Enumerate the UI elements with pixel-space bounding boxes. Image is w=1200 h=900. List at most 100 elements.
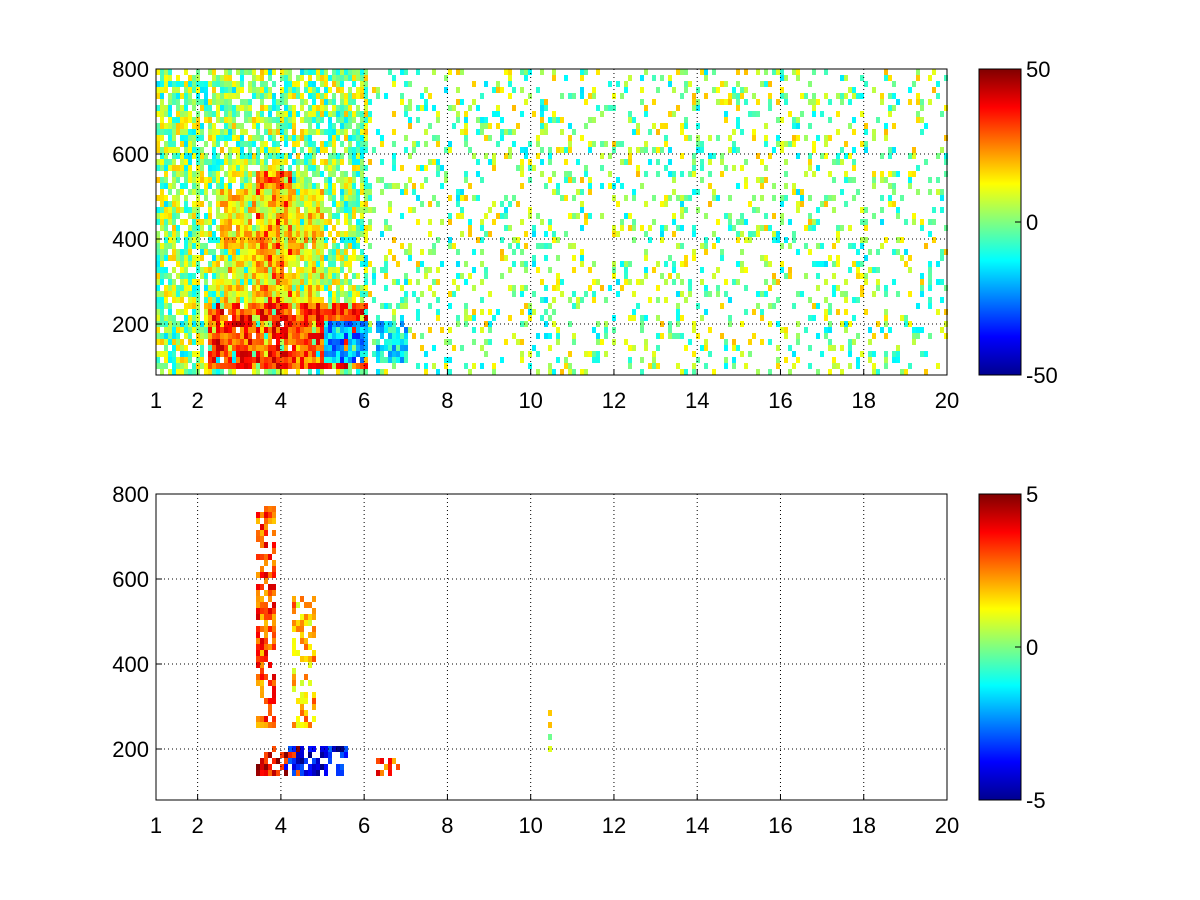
- top-heatmap-cell: [580, 177, 584, 183]
- top-heatmap-cell: [204, 291, 208, 297]
- top-heatmap-cell: [160, 123, 164, 129]
- top-heatmap-cell: [428, 249, 432, 255]
- top-heatmap-cell: [548, 243, 552, 249]
- top-heatmap-cell: [776, 237, 780, 243]
- top-heatmap-cell: [232, 129, 236, 135]
- top-heatmap-cell: [552, 237, 556, 243]
- top-heatmap-cell: [520, 183, 524, 189]
- top-heatmap-cell: [624, 87, 628, 93]
- top-heatmap-cell: [600, 285, 604, 291]
- top-heatmap-cell: [184, 153, 188, 159]
- top-heatmap-cell: [280, 339, 284, 345]
- top-heatmap-cell: [420, 165, 424, 171]
- top-heatmap-cell: [200, 201, 204, 207]
- top-heatmap-cell: [340, 267, 344, 273]
- top-heatmap-cell: [644, 255, 648, 261]
- top-heatmap-cell: [900, 195, 904, 201]
- top-heatmap-cell: [248, 339, 252, 345]
- top-heatmap-cell: [164, 303, 168, 309]
- top-heatmap-cell: [188, 165, 192, 171]
- top-heatmap-cell: [276, 129, 280, 135]
- top-heatmap-cell: [480, 327, 484, 333]
- top-heatmap-cell: [632, 315, 636, 321]
- top-heatmap-cell: [200, 165, 204, 171]
- top-heatmap-cell: [336, 249, 340, 255]
- top-heatmap-cell: [436, 171, 440, 177]
- top-heatmap-cell: [792, 117, 796, 123]
- top-heatmap-cell: [656, 285, 660, 291]
- top-heatmap-cell: [260, 279, 264, 285]
- top-heatmap-cell: [752, 111, 756, 117]
- top-heatmap-cell: [312, 219, 316, 225]
- top-heatmap-cell: [480, 249, 484, 255]
- top-heatmap-cell: [288, 291, 292, 297]
- top-heatmap-cell: [308, 177, 312, 183]
- top-heatmap-cell: [260, 69, 264, 75]
- top-heatmap-cell: [816, 99, 820, 105]
- top-heatmap-cell: [216, 111, 220, 117]
- top-heatmap-cell: [400, 339, 404, 345]
- top-heatmap-cell: [248, 351, 252, 357]
- top-heatmap-cell: [352, 201, 356, 207]
- top-heatmap-cell: [156, 123, 160, 129]
- top-heatmap-cell: [556, 189, 560, 195]
- top-heatmap-cell: [716, 99, 720, 105]
- top-heatmap-cell: [288, 333, 292, 339]
- bottom-heatmap-cell: [260, 572, 264, 578]
- bottom-heatmap-cell: [304, 770, 308, 776]
- top-heatmap-cell: [360, 285, 364, 291]
- top-heatmap-cell: [860, 243, 864, 249]
- top-heatmap-cell: [364, 201, 368, 207]
- top-heatmap-cell: [228, 117, 232, 123]
- top-heatmap-cell: [700, 315, 704, 321]
- top-heatmap-cell: [356, 345, 360, 351]
- top-heatmap-cell: [156, 207, 160, 213]
- top-heatmap-cell: [520, 249, 524, 255]
- top-heatmap-cell: [416, 117, 420, 123]
- top-heatmap-cell: [280, 357, 284, 363]
- top-heatmap-cell: [324, 351, 328, 357]
- top-heatmap-cell: [260, 345, 264, 351]
- top-heatmap-cell: [324, 225, 328, 231]
- top-heatmap-cell: [340, 279, 344, 285]
- top-heatmap-cell: [896, 237, 900, 243]
- top-heatmap-cell: [256, 327, 260, 333]
- top-heatmap-cell: [204, 141, 208, 147]
- top-heatmap-cell: [288, 273, 292, 279]
- top-heatmap-cell: [568, 321, 572, 327]
- top-heatmap-cell: [444, 75, 448, 81]
- top-heatmap-cell: [156, 111, 160, 117]
- top-heatmap-cell: [384, 183, 388, 189]
- top-heatmap-cell: [264, 249, 268, 255]
- top-heatmap-cell: [328, 309, 332, 315]
- top-heatmap-cell: [688, 195, 692, 201]
- top-heatmap-cell: [172, 333, 176, 339]
- top-heatmap-cell: [224, 327, 228, 333]
- top-heatmap-cell: [260, 99, 264, 105]
- top-heatmap-cell: [252, 171, 256, 177]
- top-heatmap-cell: [528, 177, 532, 183]
- top-heatmap-cell: [540, 117, 544, 123]
- top-heatmap-cell: [264, 189, 268, 195]
- top-heatmap-cell: [300, 219, 304, 225]
- top-heatmap-cell: [320, 69, 324, 75]
- top-heatmap-cell: [268, 303, 272, 309]
- bottom-heatmap-cell: [264, 578, 268, 584]
- top-heatmap-cell: [508, 201, 512, 207]
- top-heatmap-cell: [200, 321, 204, 327]
- top-heatmap-cell: [364, 369, 368, 375]
- top-heatmap-cell: [848, 225, 852, 231]
- bottom-heatmap-cell: [256, 674, 260, 680]
- bottom-heatmap-cell: [268, 506, 272, 512]
- top-heatmap-cell: [308, 81, 312, 87]
- top-heatmap-cell: [168, 327, 172, 333]
- top-heatmap-cell: [360, 81, 364, 87]
- top-heatmap-cell: [356, 93, 360, 99]
- bottom-heatmap-cell: [296, 764, 300, 770]
- top-heatmap-cell: [868, 327, 872, 333]
- top-heatmap-cell: [256, 315, 260, 321]
- bottom-heatmap-cell: [256, 644, 260, 650]
- top-heatmap-cell: [364, 339, 368, 345]
- top-heatmap-cell: [784, 195, 788, 201]
- top-heatmap-cell: [732, 345, 736, 351]
